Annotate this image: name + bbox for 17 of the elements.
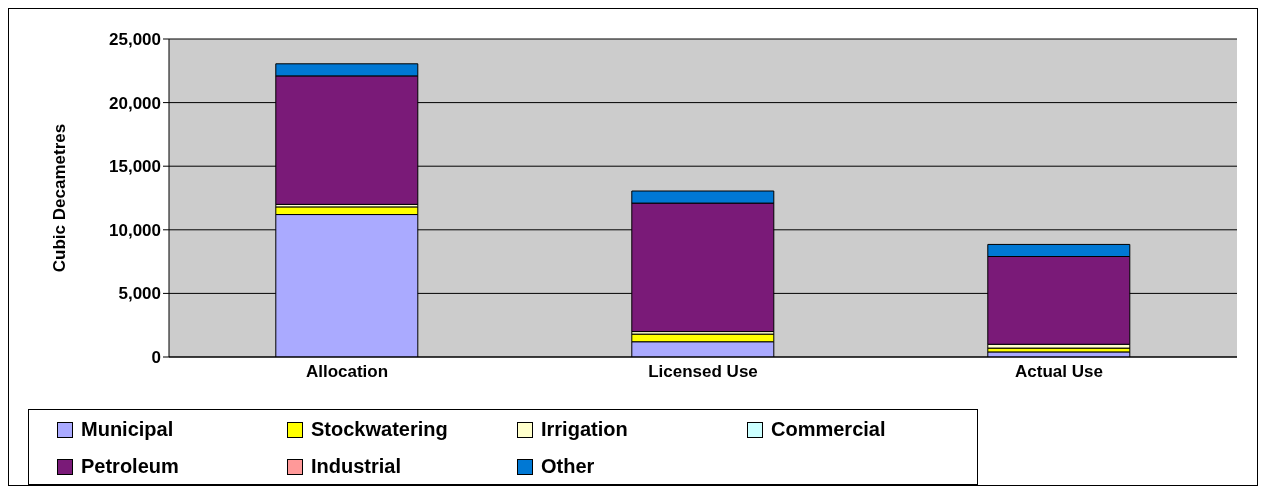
y-tick-label: 15,000 <box>109 157 161 177</box>
y-tick-label: 20,000 <box>109 93 161 113</box>
x-tick-label: Licensed Use <box>648 362 758 382</box>
legend-label: Commercial <box>771 418 886 441</box>
legend-label: Petroleum <box>81 455 179 478</box>
legend-label: Irrigation <box>541 418 628 441</box>
legend-label: Municipal <box>81 418 174 441</box>
y-tick-label: 0 <box>151 348 161 368</box>
x-tick-label: Allocation <box>305 362 389 382</box>
y-tick-label: 25,000 <box>109 30 161 50</box>
y-axis-title: Cubic Decametres <box>50 123 70 273</box>
legend-label: Stockwatering <box>311 418 448 441</box>
y-tick-label: 5,000 <box>118 284 161 304</box>
legend-label: Other <box>541 455 595 478</box>
x-tick-label: Actual Use <box>1015 362 1103 382</box>
y-tick-label: 10,000 <box>109 220 161 240</box>
legend-label: Industrial <box>311 455 402 478</box>
